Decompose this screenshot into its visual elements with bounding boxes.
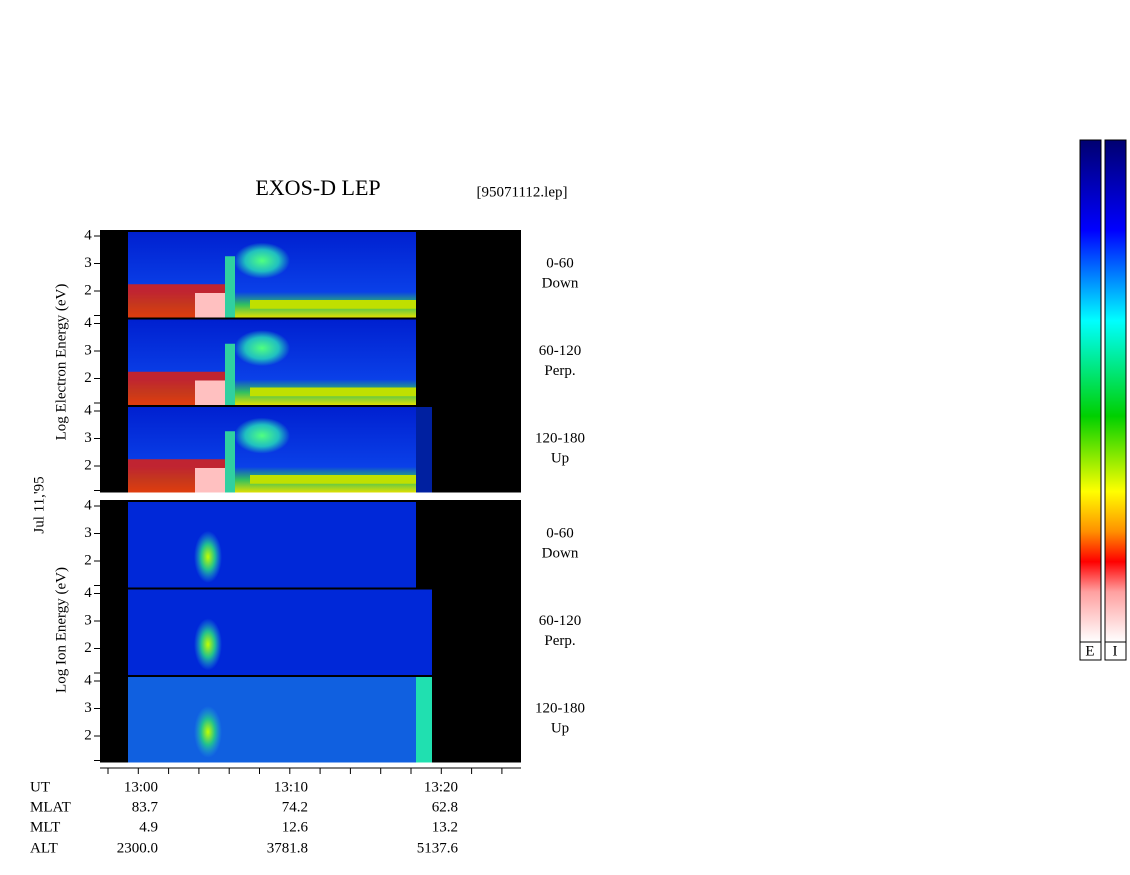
y-axis-label: Log Ion Energy (eV) (53, 567, 69, 693)
channel-label: 60-120 (539, 613, 582, 629)
row-value: 13.2 (432, 819, 458, 835)
colorbar-label-box (1104, 641, 1127, 661)
row-value: 13:10 (274, 779, 308, 795)
row-value: 13:00 (124, 779, 158, 795)
file-name: [95071112.lep] (477, 184, 568, 200)
spectrogram (250, 475, 416, 484)
row-label: MLAT (30, 799, 71, 815)
y-tick-label: 2 (84, 457, 92, 473)
spectrogram (234, 242, 290, 279)
row-label: UT (30, 779, 50, 795)
channel-direction: Down (542, 545, 579, 561)
spectrogram (250, 300, 416, 309)
y-tick-label: 2 (84, 370, 92, 386)
spectrogram (225, 431, 235, 493)
row-value: 4.9 (139, 819, 158, 835)
y-tick-label: 4 (84, 585, 92, 601)
spectrogram (234, 330, 290, 367)
row-value: 3781.8 (267, 840, 308, 856)
spectrogram (225, 256, 235, 318)
channel-label: 120-180 (535, 700, 585, 716)
colorbar (1079, 139, 1102, 643)
y-tick-label: 4 (84, 227, 92, 243)
y-tick-label: 3 (84, 430, 92, 446)
y-tick-label: 2 (84, 552, 92, 568)
row-value: 2300.0 (117, 840, 158, 856)
y-tick-label: 3 (84, 342, 92, 358)
channel-direction: Up (551, 450, 569, 466)
spectrogram (128, 677, 432, 763)
spectrogram (194, 530, 222, 583)
y-tick-label: 3 (84, 525, 92, 541)
colorbar-label: I (1113, 643, 1118, 659)
channel-direction: Perp. (544, 633, 575, 649)
channel-label: 0-60 (546, 525, 574, 541)
channel-label: 120-180 (535, 430, 585, 446)
channel-direction: Down (542, 275, 579, 291)
spectrogram (194, 618, 222, 671)
y-tick-label: 4 (84, 402, 92, 418)
y-tick-label: 2 (84, 727, 92, 743)
channel-label: 60-120 (539, 343, 582, 359)
spectrogram (195, 468, 225, 493)
channel-direction: Up (551, 720, 569, 736)
spectrogram (234, 417, 290, 454)
spectrogram (225, 343, 235, 405)
spectrogram (195, 293, 225, 318)
y-tick-label: 2 (84, 282, 92, 298)
spectrogram (416, 677, 432, 763)
y-tick-label: 3 (84, 612, 92, 628)
colorbar-label-box (1079, 641, 1102, 661)
colorbar (1104, 139, 1127, 643)
channel-direction: Perp. (544, 363, 575, 379)
title: EXOS-D LEP (255, 175, 380, 200)
row-label: MLT (30, 819, 60, 835)
spectrogram (416, 407, 432, 493)
spectrogram (194, 705, 222, 758)
separator (100, 492, 521, 500)
y-tick-label: 3 (84, 255, 92, 271)
row-value: 74.2 (282, 799, 308, 815)
spectrogram (128, 502, 416, 588)
spectrogram (195, 380, 225, 405)
row-value: 5137.6 (417, 840, 459, 856)
row-value: 12.6 (282, 819, 309, 835)
channel-label: 0-60 (546, 255, 574, 271)
y-tick-label: 2 (84, 640, 92, 656)
y-tick-label: 4 (84, 315, 92, 331)
row-label: ALT (30, 840, 58, 856)
y-tick-label: 4 (84, 672, 92, 688)
y-tick-label: 3 (84, 700, 92, 716)
y-axis-label: Log Electron Energy (eV) (53, 284, 69, 441)
spectrogram (128, 589, 432, 675)
row-value: 83.7 (132, 799, 159, 815)
spectrogram (250, 387, 416, 397)
date: Jul 11,'95 (31, 476, 47, 533)
y-tick-label: 4 (84, 497, 92, 513)
row-value: 13:20 (424, 779, 458, 795)
row-value: 62.8 (432, 799, 458, 815)
colorbar-label: E (1085, 643, 1094, 659)
